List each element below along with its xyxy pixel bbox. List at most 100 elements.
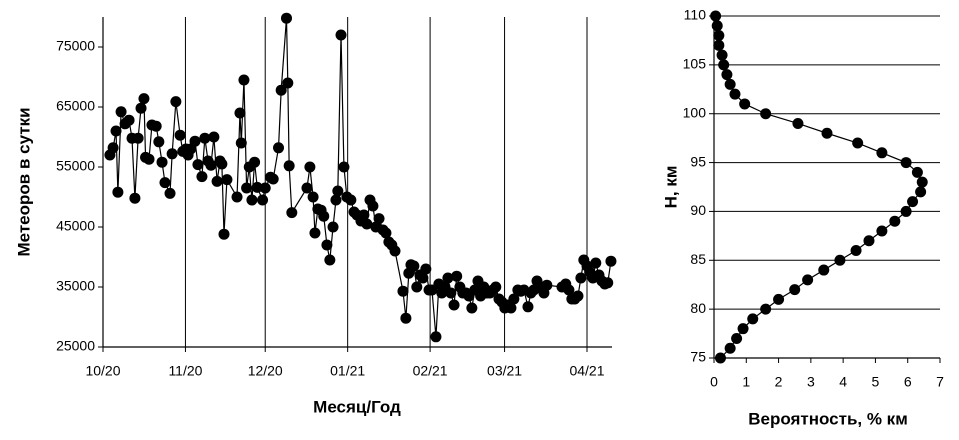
marker [135, 102, 147, 114]
marker [218, 228, 230, 240]
marker [280, 12, 292, 24]
marker [900, 205, 912, 217]
marker [602, 277, 614, 289]
marker [321, 239, 333, 251]
marker [505, 302, 517, 314]
marker [408, 260, 420, 272]
marker [251, 181, 263, 193]
marker [373, 213, 385, 225]
marker [132, 132, 144, 144]
marker [916, 176, 928, 188]
marker [358, 209, 370, 221]
x-tick-label: 02/21 [413, 363, 448, 379]
marker [572, 290, 584, 302]
marker [221, 174, 233, 186]
marker [713, 30, 725, 42]
marker [107, 142, 119, 154]
marker [335, 29, 347, 41]
marker [309, 227, 321, 239]
marker [205, 159, 217, 171]
marker [153, 136, 165, 148]
marker [238, 74, 250, 86]
marker [490, 281, 502, 293]
marker [273, 142, 285, 154]
y-tick-label: 95 [690, 153, 706, 169]
marker [196, 171, 208, 183]
marker [166, 148, 178, 160]
marker [318, 210, 330, 222]
marker [411, 281, 423, 293]
x-tick-label: 01/21 [330, 363, 365, 379]
x-tick-label: 6 [904, 374, 912, 390]
marker [711, 20, 723, 32]
marker [863, 235, 875, 247]
marker [170, 96, 182, 108]
x-tick-label: 4 [839, 374, 847, 390]
marker [208, 131, 220, 143]
marker [834, 254, 846, 266]
marker [563, 284, 575, 296]
marker [400, 312, 412, 324]
marker [900, 157, 912, 169]
marker [442, 272, 454, 284]
marker [249, 156, 261, 168]
marker [389, 245, 401, 257]
marker [267, 173, 279, 185]
marker [282, 77, 294, 89]
marker [420, 263, 432, 275]
y-tick-label: 25000 [56, 338, 95, 354]
marker [802, 274, 814, 286]
x-tick-label: 5 [872, 374, 880, 390]
marker [445, 287, 457, 299]
marker [150, 120, 162, 132]
marker [123, 114, 135, 126]
marker [138, 93, 150, 105]
marker [192, 159, 204, 171]
marker [430, 331, 442, 343]
marker [876, 147, 888, 159]
y-tick-label: 75 [690, 349, 706, 365]
x-tick-label: 0 [710, 374, 718, 390]
x-tick-label: 1 [742, 374, 750, 390]
y-tick-label: 85 [690, 251, 706, 267]
y-tick-label: 75000 [56, 38, 95, 54]
marker [889, 215, 901, 227]
marker [241, 182, 253, 194]
marker [216, 158, 228, 170]
marker [143, 153, 155, 165]
marker [211, 175, 223, 187]
marker [792, 117, 804, 129]
marker [773, 293, 785, 305]
marker [575, 272, 587, 284]
marker [605, 255, 617, 267]
marker [731, 332, 743, 344]
marker [721, 69, 733, 81]
marker [199, 132, 211, 144]
marker [129, 192, 141, 204]
marker [367, 200, 379, 212]
series-line [715, 15, 923, 359]
marker [907, 196, 919, 208]
y-tick-label: 65000 [56, 98, 95, 114]
marker [915, 186, 927, 198]
x-tick-label: 04/21 [569, 363, 604, 379]
marker [911, 166, 923, 178]
marker [739, 98, 751, 110]
marker [710, 10, 722, 22]
y-tick-label: 90 [690, 202, 706, 218]
marker [380, 227, 392, 239]
marker [760, 303, 772, 315]
marker [301, 182, 313, 194]
marker [189, 135, 201, 147]
x-axis-title: Месяц/Год [313, 397, 401, 416]
x-tick-label: 11/20 [168, 363, 202, 379]
marker [246, 194, 258, 206]
marker [541, 279, 553, 291]
marker [417, 272, 429, 284]
marker [508, 293, 520, 305]
x-tick-label: 3 [807, 374, 815, 390]
marker [821, 127, 833, 139]
marker [714, 352, 726, 364]
y-tick-label: 105 [683, 56, 707, 72]
marker [718, 59, 730, 71]
